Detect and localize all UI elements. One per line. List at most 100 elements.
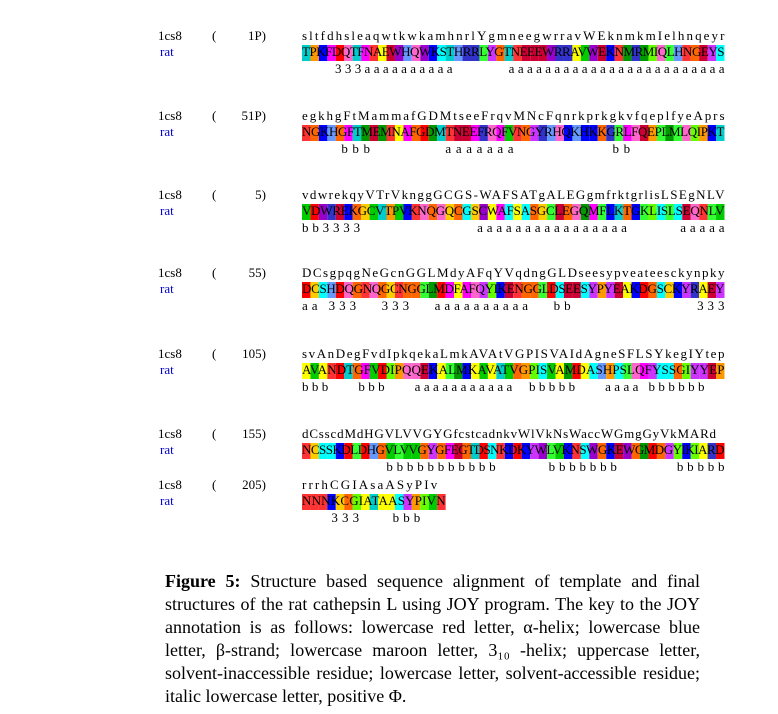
residue-bg xyxy=(699,282,708,298)
residue-bg xyxy=(318,45,328,61)
residue-bg xyxy=(479,125,488,141)
residue-bg xyxy=(496,125,505,141)
residue-bg xyxy=(386,494,395,510)
residue-bg xyxy=(369,204,379,220)
residue-bg xyxy=(589,125,598,141)
residue-bg xyxy=(555,45,564,61)
residue-bg xyxy=(318,494,328,510)
residue-bg xyxy=(606,45,615,61)
residue-bg xyxy=(369,363,379,379)
residue-bg xyxy=(327,363,336,379)
residue-bg xyxy=(682,282,691,298)
residue-bg xyxy=(597,443,607,459)
residue-bg xyxy=(665,282,674,298)
residue-bg xyxy=(623,443,632,459)
residue-bg xyxy=(673,363,683,379)
residue-bg xyxy=(352,204,362,220)
residue-bg xyxy=(361,494,370,510)
residue-bg xyxy=(310,282,319,298)
residue-bg xyxy=(538,45,548,61)
residue-bg xyxy=(394,125,404,141)
residue-bg xyxy=(361,125,370,141)
residue-bg xyxy=(648,204,657,220)
template-sequence: sltfdhsleaqwtkwkamhnrlYgmneegwrravWEknmk… xyxy=(302,28,725,43)
residue-bg xyxy=(640,443,649,459)
residue-bg xyxy=(378,363,387,379)
residue-bg xyxy=(394,282,404,298)
template-sequence: vdwrekqyVTrVknggGCGS-WAFSATgALEGgmfrktgr… xyxy=(302,187,725,202)
annotation: 333 bbb xyxy=(302,510,420,525)
residue-bg xyxy=(335,494,345,510)
residue-bg xyxy=(504,125,514,141)
residue-bg xyxy=(454,125,463,141)
residue-bg xyxy=(597,125,607,141)
residue-bg xyxy=(394,45,404,61)
residue-bg xyxy=(648,282,657,298)
residue-bg xyxy=(335,204,345,220)
residue-bg xyxy=(623,204,632,220)
residue-bg xyxy=(690,204,700,220)
residue-bg xyxy=(428,494,438,510)
residue-bg xyxy=(716,125,725,141)
residue-bg xyxy=(640,45,649,61)
residue-bg xyxy=(318,204,328,220)
residue-bg xyxy=(335,363,345,379)
rat-sequence: NGKHGFTMEMNAFGDMTNEEFRQFVNGYRHQKHKKGRLFQ… xyxy=(302,124,725,139)
residue-bg xyxy=(378,494,387,510)
position: 51P) xyxy=(241,108,266,123)
residue-bg xyxy=(327,282,336,298)
residue-bg xyxy=(318,282,328,298)
residue-bg xyxy=(614,45,624,61)
residue-bg xyxy=(471,125,480,141)
annotation: bbbbbbbbbbb bbbbbbb bbbbb xyxy=(302,459,724,474)
residue-bg xyxy=(640,363,649,379)
residue-bg xyxy=(555,125,564,141)
residue-bg xyxy=(547,204,556,220)
residue-bg xyxy=(673,443,683,459)
residue-bg xyxy=(707,282,717,298)
residue-bg xyxy=(445,282,455,298)
residue-bg xyxy=(471,204,480,220)
residue-bg xyxy=(420,45,429,61)
residue-bg xyxy=(648,125,657,141)
residue-bg xyxy=(665,125,674,141)
residue-bg xyxy=(302,363,311,379)
annotation: bbb bbb aaaaaaaaaaa bbbbb aaaa bbbbbb xyxy=(302,379,725,394)
residue-bg xyxy=(614,443,624,459)
residue-bg xyxy=(589,363,598,379)
residue-bg xyxy=(555,282,564,298)
residue-bg xyxy=(344,494,353,510)
residue-bg xyxy=(302,282,311,298)
paren: ( xyxy=(212,108,216,123)
residue-bg xyxy=(471,282,480,298)
residue-bg xyxy=(589,282,598,298)
residue-bg xyxy=(420,282,429,298)
residue-bg xyxy=(538,204,548,220)
residue-bg xyxy=(690,45,700,61)
residue-bg xyxy=(665,45,674,61)
residue-bg xyxy=(707,204,717,220)
residue-bg xyxy=(631,204,640,220)
position: 205) xyxy=(242,477,266,492)
residue-bg xyxy=(479,45,488,61)
caption: Figure 5: Structure based sequence align… xyxy=(165,570,700,708)
sequence-id: 1cs8 xyxy=(158,28,182,43)
residue-bg xyxy=(682,204,691,220)
residue-bg xyxy=(302,204,311,220)
residue-bg xyxy=(454,363,463,379)
residue-bg xyxy=(445,443,455,459)
annotation: aa 333 333 aaaaaaaaaa bb 333 xyxy=(302,298,725,313)
caption-text: Structure based sequence alignment of te… xyxy=(165,571,701,706)
residue-bg xyxy=(530,282,539,298)
residue-bg xyxy=(504,443,514,459)
residue-bg xyxy=(530,363,539,379)
rat-sequence: AVANDTGFVDIPQQEKALMKAVATVGPISVAMDASHPSLQ… xyxy=(302,362,725,377)
residue-bg xyxy=(631,443,640,459)
residue-bg xyxy=(521,45,531,61)
sequence-id: 1cs8 xyxy=(158,346,182,361)
residue-bg xyxy=(563,204,573,220)
residue-bg xyxy=(521,363,531,379)
residue-bg xyxy=(386,282,395,298)
residue-bg xyxy=(614,363,624,379)
residue-bg xyxy=(344,204,353,220)
